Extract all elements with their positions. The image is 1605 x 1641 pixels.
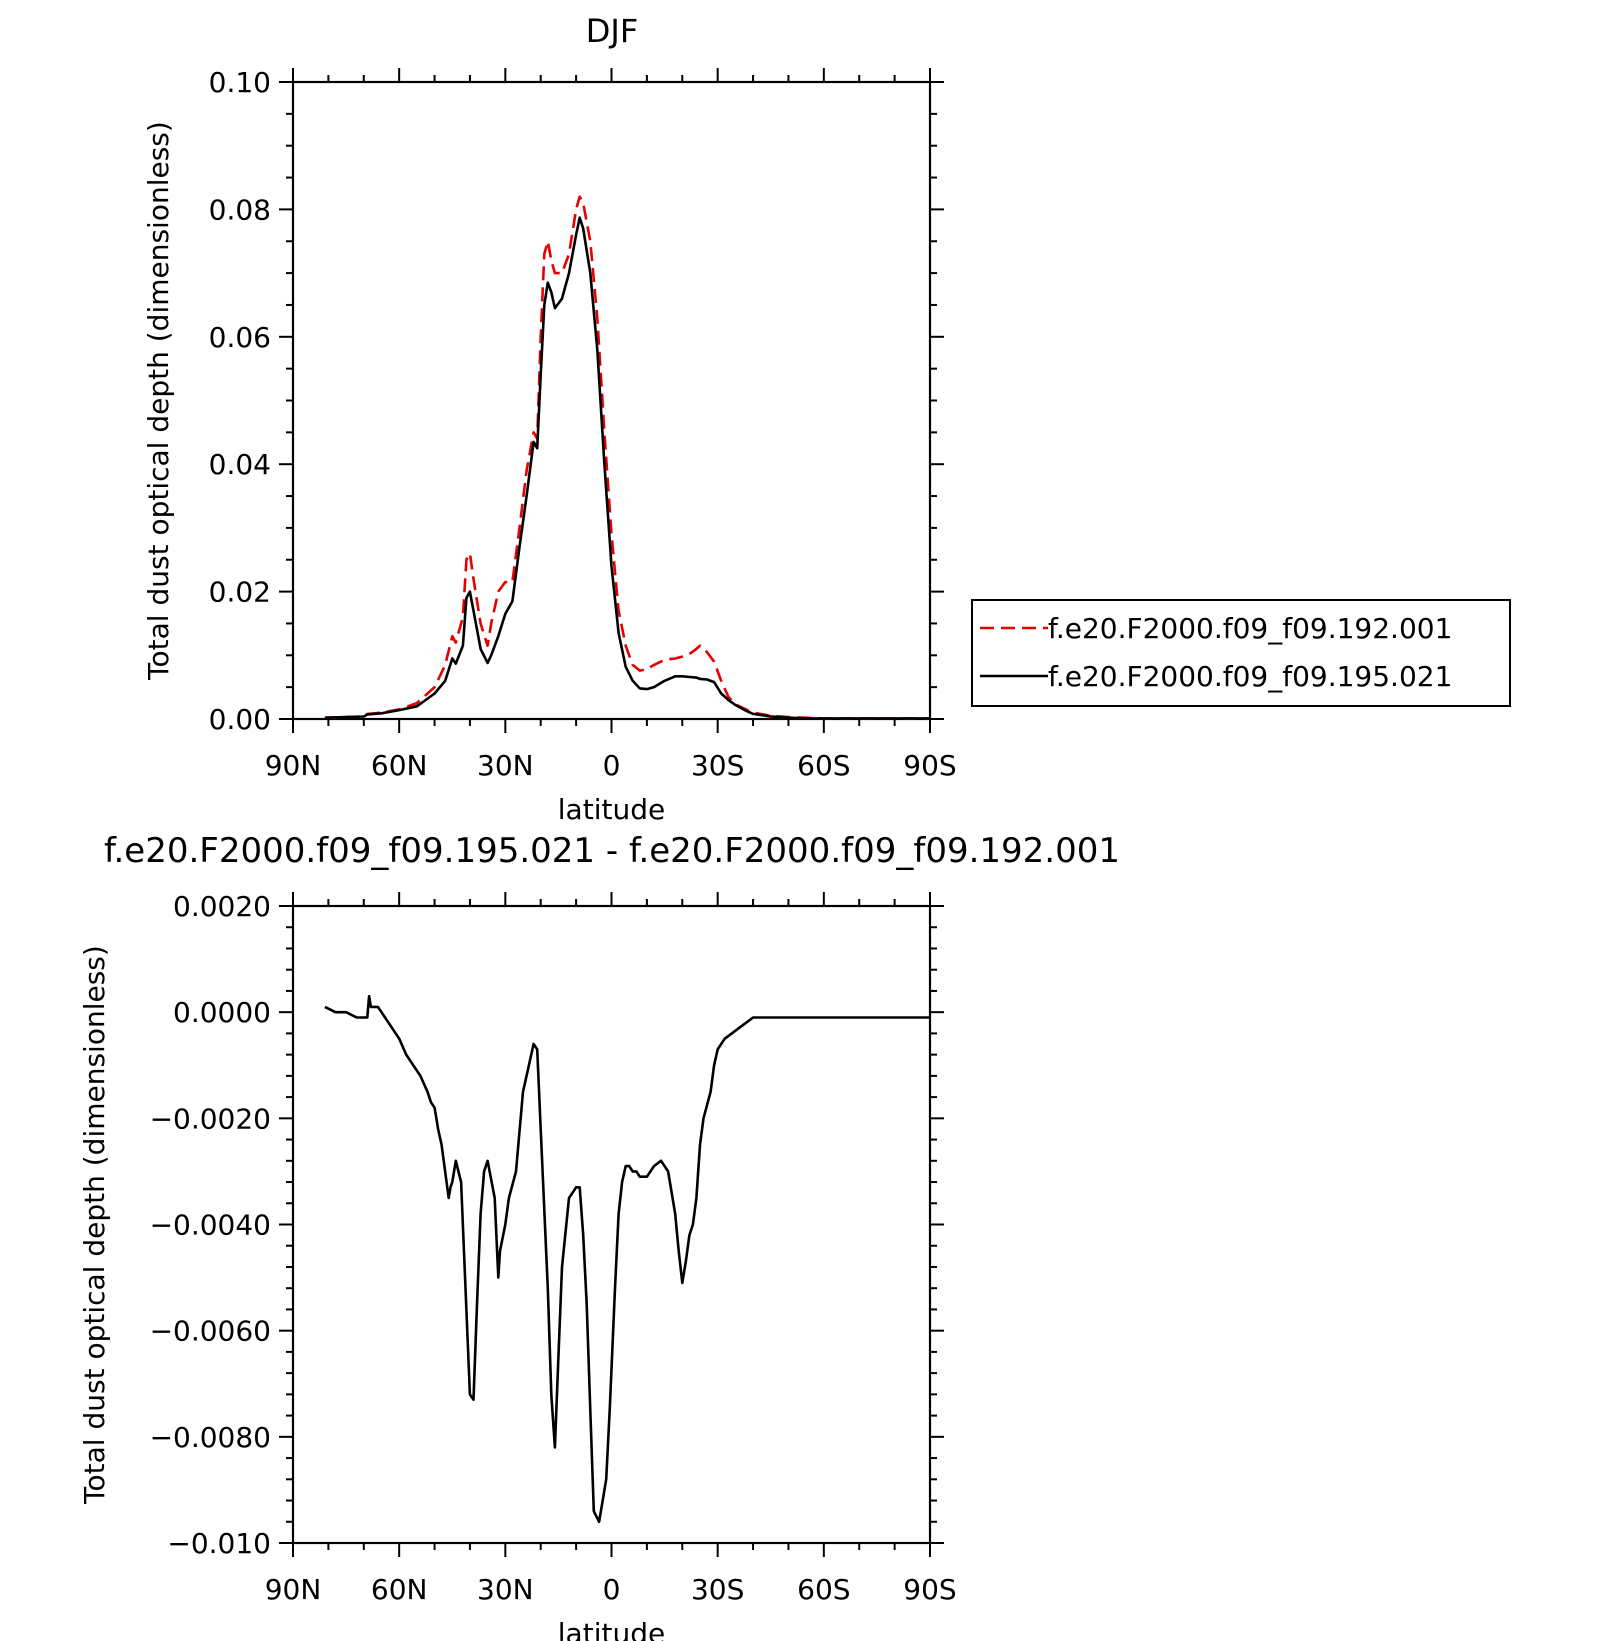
legend-box [971,599,1511,707]
series-line-2 [324,216,930,720]
x-tick-label: 90N [265,1573,322,1606]
y-tick-label: 0.0000 [173,996,271,1029]
x-tick-label: 0 [603,749,621,782]
x-axis-label: latitude [558,793,665,826]
top-panel: DJF 90N 60N 30N 0 30S 60S 90S 0.00 0.02 0.04 0.06 0.… [142,12,1511,826]
ticks [279,892,944,1557]
y-tick-label: 0.02 [209,576,271,609]
y-tick-label: 0.04 [209,448,271,481]
x-tick-label: 90S [903,749,956,782]
plot-frame [291,80,932,721]
plot-frame [291,904,932,1545]
x-tick-label: 0 [603,1573,621,1606]
y-tick-label: 0.06 [209,321,271,354]
x-tick-label: 90N [265,749,322,782]
y-tick-label: 0.08 [209,193,271,226]
x-tick-label: 60N [371,749,428,782]
y-tick-label: 0.00 [209,703,271,736]
x-tick-label: 60S [797,1573,850,1606]
x-axis-label: latitude [558,1617,665,1641]
x-tick-label: 30N [477,1573,534,1606]
y-tick-label: 0.0020 [173,890,271,923]
x-tick-label: 90S [903,1573,956,1606]
x-tick-label: 60N [371,1573,428,1606]
x-tick-label: 30N [477,749,534,782]
y-tick-label: −0.0020 [150,1102,271,1135]
ticks [279,68,944,733]
y-axis-label: Total dust optical depth (dimensionless) [78,945,111,1505]
x-tick-label: 30S [691,1573,744,1606]
y-axis-label: Total dust optical depth (dimensionless) [142,121,175,681]
y-tick-label: −0.010 [167,1527,271,1560]
series-line-1 [324,195,930,720]
series-line-1 [324,994,930,1524]
legend-label: f.e20.F2000.f09_f09.192.001 [1048,612,1452,645]
bottom-panel: f.e20.F2000.f09_f09.195.021 - f.e20.F200… [78,831,1120,1641]
y-tick-label: −0.0060 [150,1315,271,1348]
chart-title: DJF [586,12,638,50]
y-tick-label: 0.10 [209,66,271,99]
legend-label: f.e20.F2000.f09_f09.195.021 [1048,660,1452,693]
legend: f.e20.F2000.f09_f09.192.001 f.e20.F2000.f… [971,599,1511,707]
y-tick-label: −0.0080 [150,1421,271,1454]
x-tick-label: 30S [691,749,744,782]
chart-title: f.e20.F2000.f09_f09.195.021 - f.e20.F200… [104,831,1120,871]
x-tick-label: 60S [797,749,850,782]
y-tick-label: −0.0040 [150,1209,271,1242]
